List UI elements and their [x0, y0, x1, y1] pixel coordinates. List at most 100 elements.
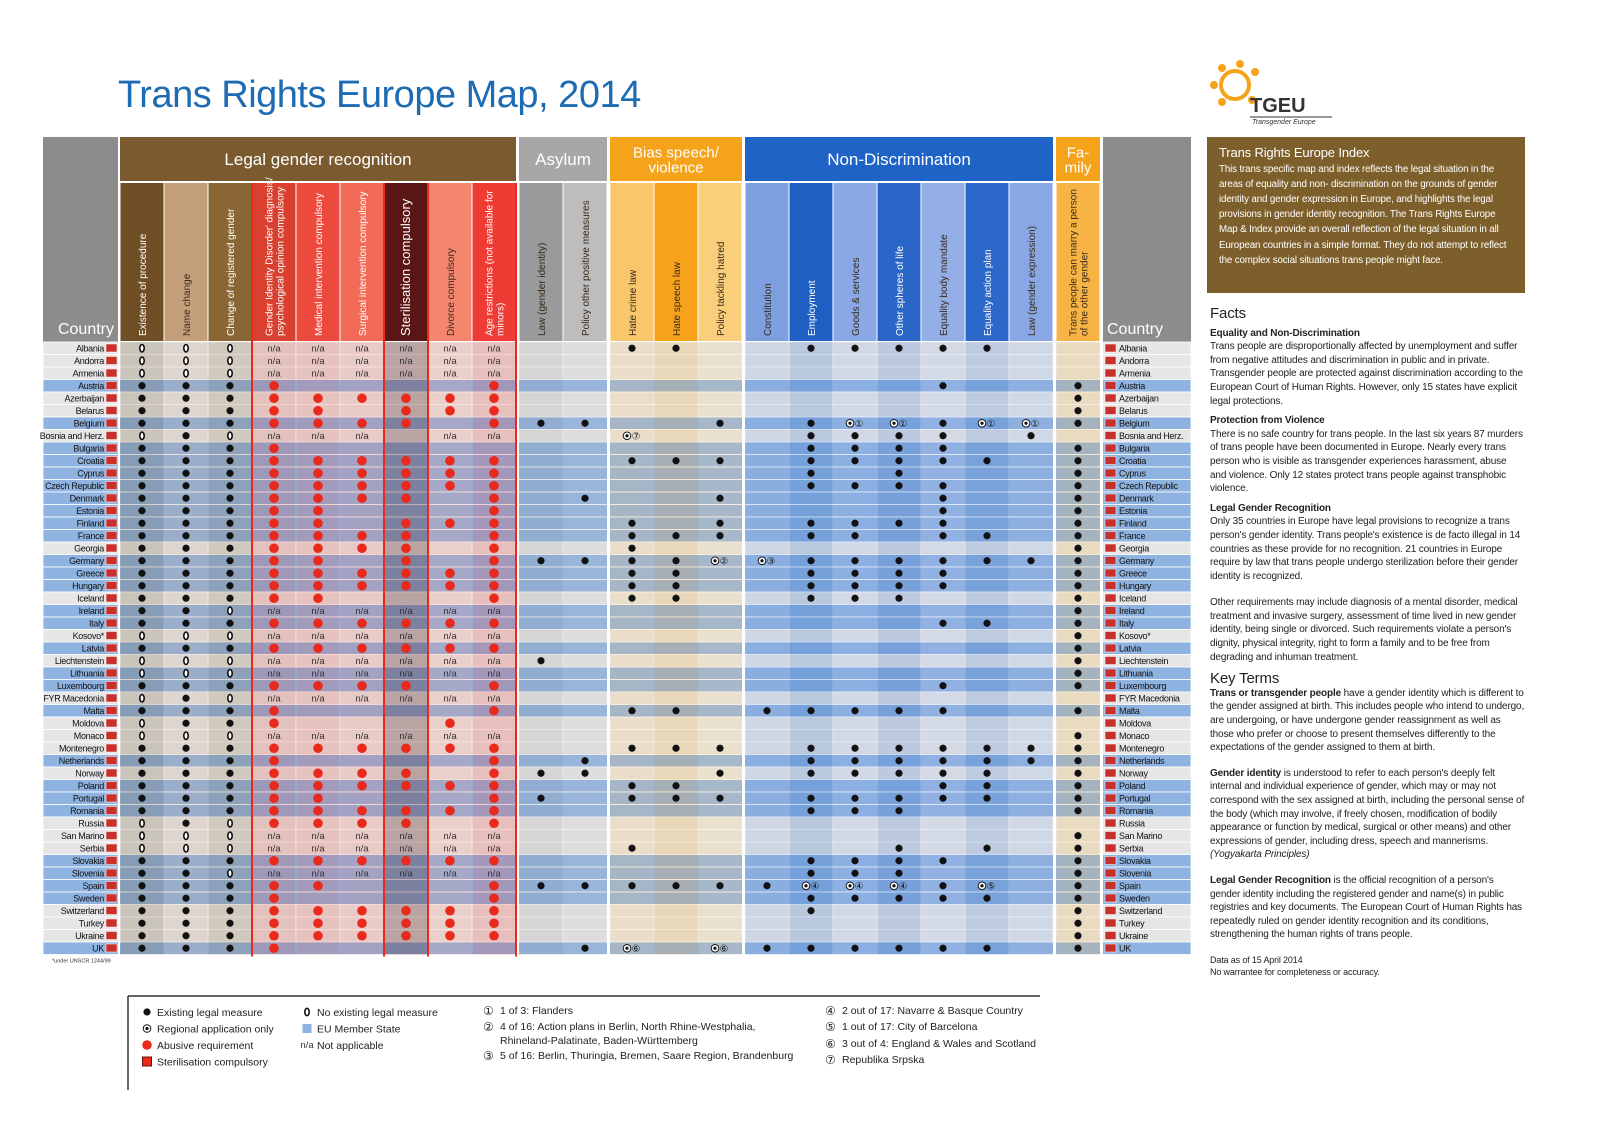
abusive-requirement	[489, 468, 499, 479]
column-header	[921, 183, 965, 341]
fact-title: Protection from Violence	[1210, 415, 1325, 427]
not-applicable: n/a	[443, 606, 457, 617]
not-applicable: n/a	[355, 368, 369, 379]
existing-measure	[807, 532, 815, 540]
country-name: Spain	[1119, 881, 1141, 891]
country-name: Malta	[83, 706, 104, 716]
existing-measure	[1074, 382, 1082, 390]
no-measure	[139, 831, 146, 841]
logo-dot	[1218, 98, 1226, 106]
existing-measure	[939, 532, 947, 540]
column-label: Employment	[807, 280, 818, 336]
note-text: 1 of 3: Flanders	[500, 1005, 573, 1017]
not-applicable: n/a	[487, 868, 501, 879]
abusive-requirement	[401, 580, 411, 591]
abusive-requirement	[357, 530, 367, 541]
country-name: Greece	[76, 568, 104, 578]
column-header	[519, 183, 563, 341]
existing-measure	[807, 582, 815, 590]
existing-measure	[851, 807, 859, 815]
abusive-requirement	[313, 880, 323, 891]
existing-measure	[1074, 907, 1082, 915]
existing-measure	[1074, 469, 1082, 477]
logo: TGEU Transgender Europe	[1210, 60, 1332, 126]
existing-measure	[807, 757, 815, 765]
existing-measure	[226, 757, 234, 765]
existing-measure	[1074, 919, 1082, 927]
column-label: of the other gender	[1080, 251, 1091, 336]
country-name: Norway	[1119, 768, 1149, 778]
abusive-requirement	[269, 818, 279, 829]
abusive-requirement	[269, 743, 279, 754]
no-measure	[227, 631, 234, 641]
abusive-requirement	[401, 818, 411, 829]
not-applicable: n/a	[267, 431, 281, 442]
column-tint	[745, 342, 789, 955]
abusive-requirement	[313, 780, 323, 791]
existing-measure	[939, 894, 947, 902]
abusive-requirement	[313, 680, 323, 691]
existing-measure	[895, 557, 903, 565]
abusive-requirement	[445, 455, 455, 466]
country-name: Latvia	[82, 643, 105, 653]
existing-measure	[851, 757, 859, 765]
flag	[105, 468, 118, 478]
abusive-requirement	[357, 393, 367, 404]
flag	[1104, 931, 1117, 940]
abusive-requirement	[269, 455, 279, 466]
no-measure	[139, 356, 146, 366]
abusive-requirement	[489, 418, 499, 429]
existing-measure	[226, 857, 234, 865]
existing-measure	[672, 594, 680, 602]
not-applicable: n/a	[399, 731, 413, 742]
existing-measure	[983, 457, 991, 465]
existing-measure	[226, 644, 234, 652]
eu-mark	[302, 1024, 312, 1033]
existing-measure	[182, 907, 190, 915]
column-label: Equality body mandate	[939, 234, 950, 336]
abusive-requirement	[313, 618, 323, 629]
not-applicable: n/a	[487, 843, 501, 854]
existing-measure	[807, 482, 815, 490]
column-label: Name change	[182, 273, 193, 336]
index-title: Trans Rights Europe Index	[1219, 145, 1370, 160]
country-name: Estonia	[76, 506, 104, 516]
abusive-requirement	[313, 555, 323, 566]
abusive-requirement	[401, 643, 411, 654]
abusive-requirement	[313, 793, 323, 804]
not-applicable: n/a	[355, 843, 369, 854]
abusive-requirement	[269, 505, 279, 516]
country-name: Kosovo*	[73, 631, 105, 641]
not-applicable: n/a	[267, 731, 281, 742]
legend-label: Regional application only	[157, 1024, 274, 1036]
column-label: Gender Identity Disorder' diagnosis/	[265, 177, 276, 336]
existing-measure	[226, 582, 234, 590]
flag	[1104, 918, 1117, 928]
abusive-requirement	[357, 918, 367, 929]
abusive-requirement	[445, 643, 455, 654]
existing-measure	[628, 519, 636, 527]
abusive-requirement	[269, 530, 279, 541]
country-header	[43, 137, 118, 342]
facts-heading: Facts	[1210, 305, 1246, 322]
abusive-requirement	[313, 455, 323, 466]
column-header	[698, 183, 742, 341]
column-label: Policy other positive measures	[581, 200, 592, 336]
existing-measure	[138, 607, 146, 615]
not-applicable: n/a	[355, 343, 369, 354]
existing-measure	[138, 744, 146, 752]
flag	[1104, 531, 1117, 540]
not-applicable: n/a	[399, 831, 413, 842]
note-marker: ④	[811, 881, 820, 892]
country-name: FYR Macedonia	[1119, 693, 1180, 703]
existing-measure	[1074, 619, 1082, 627]
existing-measure	[939, 482, 947, 490]
country-name: Iceland	[1119, 593, 1146, 603]
no-measure	[139, 368, 146, 378]
existing-measure	[939, 619, 947, 627]
abusive-requirement	[313, 493, 323, 504]
flag	[105, 868, 118, 878]
no-measure	[227, 731, 234, 741]
not-applicable: n/a	[487, 368, 501, 379]
existing-measure	[1074, 707, 1082, 715]
